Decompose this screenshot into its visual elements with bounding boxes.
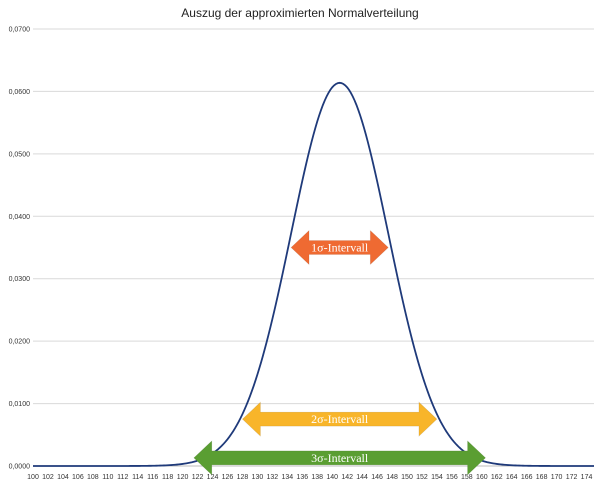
x-tick-label: 156 xyxy=(446,474,458,481)
x-tick-label: 160 xyxy=(476,474,488,481)
y-tick-label: 0,0100 xyxy=(9,401,31,408)
x-tick-label: 162 xyxy=(491,474,503,481)
x-tick-label: 148 xyxy=(386,474,398,481)
x-tick-label: 104 xyxy=(57,474,69,481)
x-tick-label: 114 xyxy=(132,474,143,481)
x-tick-label: 110 xyxy=(102,474,113,481)
x-tick-label: 132 xyxy=(267,474,279,481)
x-tick-label: 164 xyxy=(506,474,518,481)
series-line xyxy=(33,81,594,467)
x-tick-label: 124 xyxy=(207,474,219,481)
x-tick-label: 142 xyxy=(341,474,353,481)
x-tick-label: 138 xyxy=(311,474,323,481)
x-tick-label: 116 xyxy=(147,474,158,481)
y-tick-label: 0,0200 xyxy=(9,339,31,346)
x-tick-label: 136 xyxy=(296,474,308,481)
interval-label-2: 2σ-Intervall xyxy=(311,412,369,426)
interval-label-3: 3σ-Intervall xyxy=(311,451,369,465)
x-tick-label: 134 xyxy=(281,474,293,481)
x-tick-label: 106 xyxy=(72,474,84,481)
x-tick-label: 120 xyxy=(177,474,189,481)
x-tick-label: 166 xyxy=(521,474,533,481)
y-tick-label: 0,0000 xyxy=(9,464,31,471)
y-tick-label: 0,0500 xyxy=(9,151,31,158)
interval-arrow-3 xyxy=(193,439,487,476)
x-tick-label: 174 xyxy=(581,474,593,481)
x-tick-label: 100 xyxy=(27,474,39,481)
y-tick-label: 0,0400 xyxy=(9,214,31,221)
x-tick-label: 170 xyxy=(551,474,563,481)
x-tick-label: 102 xyxy=(42,474,54,481)
x-tick-label: 146 xyxy=(371,474,383,481)
x-tick-label: 172 xyxy=(566,474,578,481)
x-tick-label: 108 xyxy=(87,474,99,481)
x-tick-label: 122 xyxy=(192,474,204,481)
x-tick-label: 144 xyxy=(356,474,368,481)
y-tick-label: 0,0600 xyxy=(9,89,31,96)
y-tick-label: 0,0700 xyxy=(9,27,31,34)
interval-label-1: 1σ-Intervall xyxy=(311,241,369,255)
interval-arrow-2 xyxy=(241,401,438,438)
x-tick-label: 128 xyxy=(237,474,249,481)
x-tick-label: 154 xyxy=(431,474,443,481)
x-tick-label: 152 xyxy=(416,474,428,481)
interval-arrow-1 xyxy=(290,229,389,266)
x-tick-label: 150 xyxy=(401,474,413,481)
x-tick-label: 118 xyxy=(162,474,173,481)
x-tick-label: 140 xyxy=(326,474,338,481)
x-tick-label: 126 xyxy=(222,474,234,481)
chart-title: Auszug der approximierten Normalverteilu… xyxy=(181,6,419,20)
x-tick-label: 130 xyxy=(252,474,264,481)
x-tick-label: 112 xyxy=(117,474,128,481)
y-tick-label: 0,0300 xyxy=(9,276,31,283)
x-tick-label: 168 xyxy=(536,474,548,481)
x-tick-label: 158 xyxy=(461,474,473,481)
